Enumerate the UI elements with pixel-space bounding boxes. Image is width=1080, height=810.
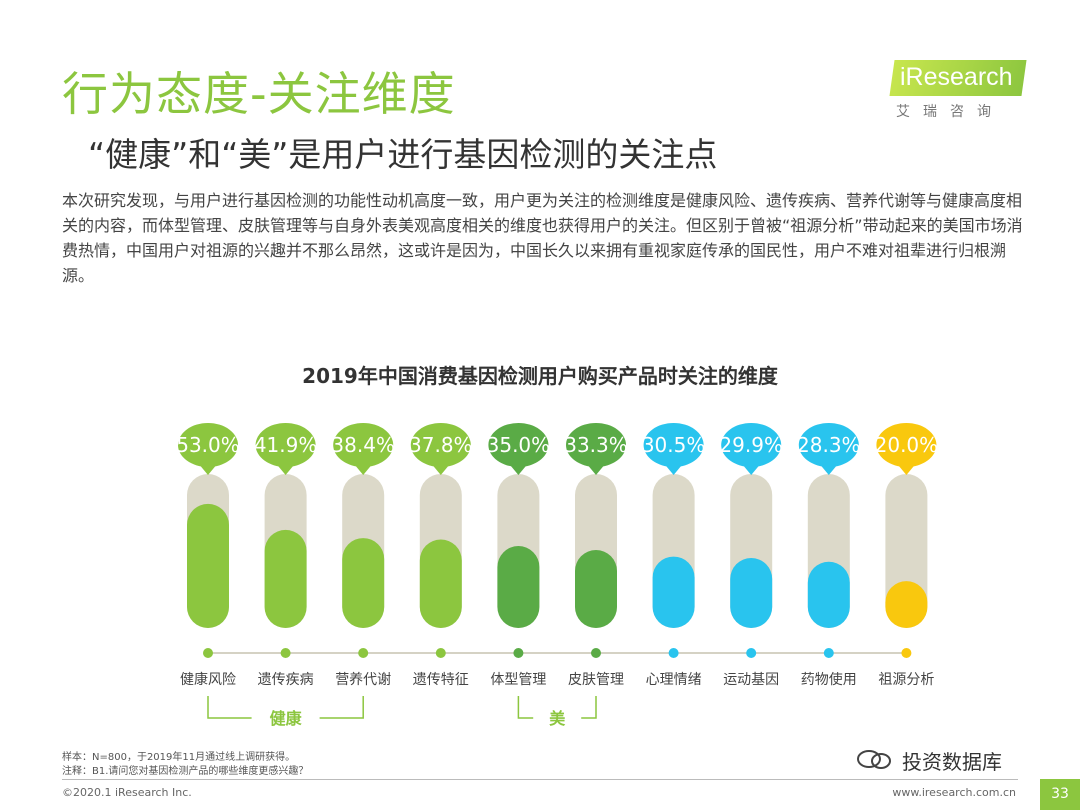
data-label: 30.5% (642, 433, 706, 457)
category-label: 运动基因 (723, 671, 779, 688)
bar (342, 538, 385, 628)
bar (187, 503, 229, 628)
category-label: 祖源分析 (878, 672, 934, 688)
value-bubble (255, 423, 316, 467)
value-bubble (178, 423, 238, 467)
category-label: 药物使用 (801, 671, 857, 688)
axis-dot (358, 648, 369, 658)
logo-sub: 艾瑞咨询 (896, 104, 1004, 120)
data-label: 41.9% (254, 433, 318, 457)
data-label: 20.0% (875, 433, 939, 457)
watermark-text: 投资数据库 (902, 750, 1002, 774)
axis-dot (435, 648, 446, 658)
page-subtitle: “健康”和“美”是用户进行基因检测的关注点 (88, 135, 718, 174)
axis-dot (203, 648, 213, 658)
bar (807, 561, 850, 628)
category-label: 遗传疾病 (258, 672, 314, 688)
value-bubble (643, 423, 704, 467)
group-bracket (517, 696, 534, 719)
axis-dot (591, 648, 601, 658)
group-label: 健康 (270, 709, 303, 728)
data-label: 38.4% (331, 433, 395, 457)
value-bubble (566, 423, 626, 467)
category-label: 营养代谢 (335, 672, 391, 688)
bar (419, 539, 462, 628)
bar (497, 546, 540, 628)
wechat-icon (857, 750, 891, 769)
group-bracket (319, 696, 364, 719)
bar (885, 581, 928, 628)
group-label: 美 (549, 709, 566, 728)
data-label: 35.0% (487, 433, 551, 457)
data-label: 33.3% (564, 433, 628, 457)
axis-dot (823, 648, 834, 658)
logo-brand: iResearch (900, 63, 1013, 91)
group-bracket (207, 696, 252, 719)
bar (575, 550, 617, 628)
bar (264, 529, 307, 628)
footnote-sample: 样本：N=800，于2019年11月通过线上调研获得。 (62, 752, 296, 763)
axis-dot (513, 648, 524, 658)
category-label: 皮肤管理 (568, 672, 624, 688)
iresearch-logo: iResearch 艾瑞咨询 (889, 60, 1032, 122)
group-bracket (581, 696, 597, 719)
page-number: 33 (1040, 779, 1080, 810)
footer-divider (62, 779, 1018, 780)
axis-dot (668, 648, 679, 658)
data-label: 37.8% (409, 433, 473, 457)
footer-url: www.iresearch.com.cn (892, 786, 1016, 799)
axis-dot (280, 648, 291, 658)
category-label: 健康风险 (180, 671, 236, 688)
value-bubble (410, 423, 471, 467)
category-label: 遗传特征 (413, 672, 469, 688)
page-title: 行为态度-关注维度 (62, 67, 456, 121)
data-label: 28.3% (797, 433, 861, 457)
value-bubble (798, 423, 859, 467)
data-label: 53.0% (176, 433, 240, 457)
axis-dot (901, 648, 912, 658)
data-label: 29.9% (719, 433, 783, 457)
body-paragraph: 本次研究发现，与用户进行基因检测的功能性动机高度一致，用户更为关注的检测维度是健… (62, 191, 1023, 285)
chart-title: 2019年中国消费基因检测用户购买产品时关注的维度 (302, 364, 778, 388)
bar (652, 556, 695, 628)
footnote-note: 注释：B1.请问您对基因检测产品的哪些维度更感兴趣？ (62, 766, 309, 777)
category-label: 体型管理 (490, 672, 546, 688)
value-bubble (333, 423, 394, 467)
category-label: 心理情绪 (646, 672, 702, 688)
value-bubble (721, 423, 782, 467)
value-bubble (876, 423, 937, 467)
footer-copyright: ©2020.1 iResearch Inc. (62, 786, 192, 799)
value-bubble (488, 423, 549, 467)
bar (730, 557, 773, 628)
axis-dot (746, 648, 757, 658)
